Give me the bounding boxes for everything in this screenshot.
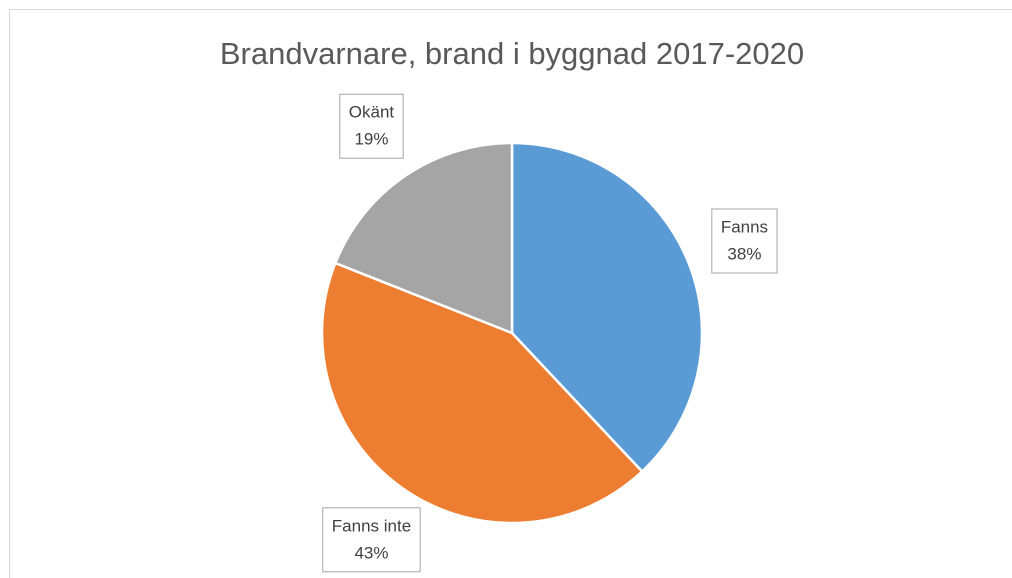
category-label: Fanns inte [332,516,411,535]
callout-box [339,93,404,159]
pie-slice [320,261,644,525]
chart-title: Brandvarnare, brand i byggnad 2017-2020 [220,36,804,71]
data-callout: Fanns inte 43% [322,507,421,573]
category-label: Okänt [349,103,395,122]
category-label: Fanns [721,217,768,236]
data-callout: Okänt 19% [339,93,404,159]
pie-slice [510,141,704,474]
value-label: 43% [354,543,388,562]
data-callout: Fanns 38% [711,208,778,274]
pie-slice [333,141,514,335]
value-label: 38% [727,244,761,263]
callout-box [711,208,778,274]
value-label: 19% [354,130,388,149]
callout-box [322,507,421,573]
